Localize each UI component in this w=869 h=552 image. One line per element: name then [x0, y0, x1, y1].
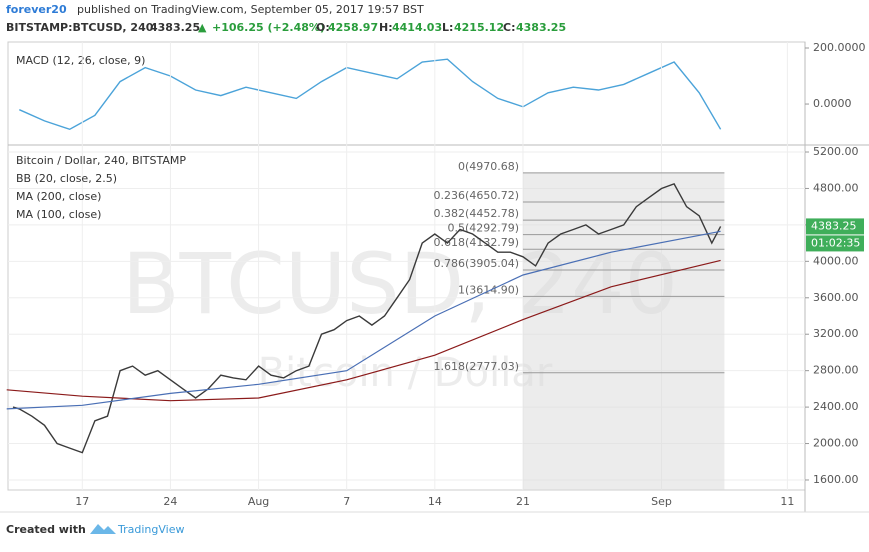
- x-tick-label: Aug: [248, 495, 269, 508]
- author[interactable]: forever20: [6, 3, 67, 16]
- pane-title: Bitcoin / Dollar, 240, BITSTAMP: [16, 154, 186, 167]
- legend-entry: MA (100, close): [16, 208, 101, 221]
- legend-entry: MA (200, close): [16, 190, 101, 203]
- x-tick-label: 7: [343, 495, 350, 508]
- x-tick-label: Sep: [651, 495, 672, 508]
- fib-label: 1(3614.90): [458, 283, 519, 296]
- brand-logo[interactable]: [90, 524, 116, 534]
- price: 4383.25: [150, 21, 200, 34]
- y-tick-label: 1600.00: [813, 473, 859, 486]
- fib-label: 0(4970.68): [458, 160, 519, 173]
- fib-label: 0.382(4452.78): [434, 207, 520, 220]
- y-tick-label: 3200.00: [813, 327, 859, 340]
- created-with: Created with: [6, 523, 86, 536]
- pane-title: MACD (12, 26, close, 9): [16, 54, 145, 67]
- close-label: C:: [503, 21, 515, 34]
- countdown-label: 01:02:35: [811, 236, 860, 249]
- high: 4414.03: [392, 21, 442, 34]
- series-line: [6, 230, 721, 410]
- low: 4215.12: [454, 21, 504, 34]
- x-tick-label: 14: [428, 495, 442, 508]
- series-line: [6, 259, 721, 402]
- y-tick-label: 4800.00: [813, 181, 859, 194]
- fib-label: 0.786(3905.04): [434, 257, 520, 270]
- y-tick-label: 0.0000: [813, 97, 852, 110]
- y-tick-label: 3600.00: [813, 291, 859, 304]
- x-tick-label: 11: [780, 495, 794, 508]
- symbol: BITSTAMP:BTCUSD, 240: [6, 21, 154, 34]
- fib-label: 1.618(2777.03): [434, 360, 520, 373]
- y-tick-label: 200.0000: [813, 41, 866, 54]
- fib-area: [522, 172, 725, 490]
- published: published on TradingView.com, September …: [77, 3, 424, 16]
- arrow: ▲: [198, 21, 207, 34]
- price-tag: [806, 218, 864, 235]
- high-label: H:: [379, 21, 393, 34]
- price-tag-label: 4383.25: [811, 219, 857, 232]
- y-tick-label: 2800.00: [813, 364, 859, 377]
- quote-line: BITSTAMP:BTCUSD, 240 4383.25 ▲ +106.25 (…: [6, 21, 566, 34]
- y-tick-label: 4000.00: [813, 254, 859, 267]
- fib-label: 0.5(4292.79): [448, 222, 520, 235]
- series-line: [12, 183, 722, 454]
- fib-label: 0.236(4650.72): [434, 189, 520, 202]
- close: 4383.25: [516, 21, 566, 34]
- fib-label: 0.618(4132.79): [434, 236, 520, 249]
- y-tick-label: 2000.00: [813, 437, 859, 450]
- y-tick-label: 5200.00: [813, 145, 859, 158]
- brand[interactable]: TradingView: [117, 523, 184, 536]
- open-label: O:: [316, 21, 330, 34]
- countdown-tag: [806, 235, 864, 252]
- series-line: [19, 58, 722, 131]
- x-tick-label: 21: [516, 495, 530, 508]
- low-label: L:: [442, 21, 453, 34]
- x-tick-label: 17: [75, 495, 89, 508]
- change: +106.25 (+2.48%): [212, 21, 325, 34]
- y-tick-label: 2400.00: [813, 400, 859, 413]
- open: 4258.97: [328, 21, 378, 34]
- indicator-label: BB (20, close, 2.5): [16, 172, 117, 185]
- x-tick-label: 24: [163, 495, 177, 508]
